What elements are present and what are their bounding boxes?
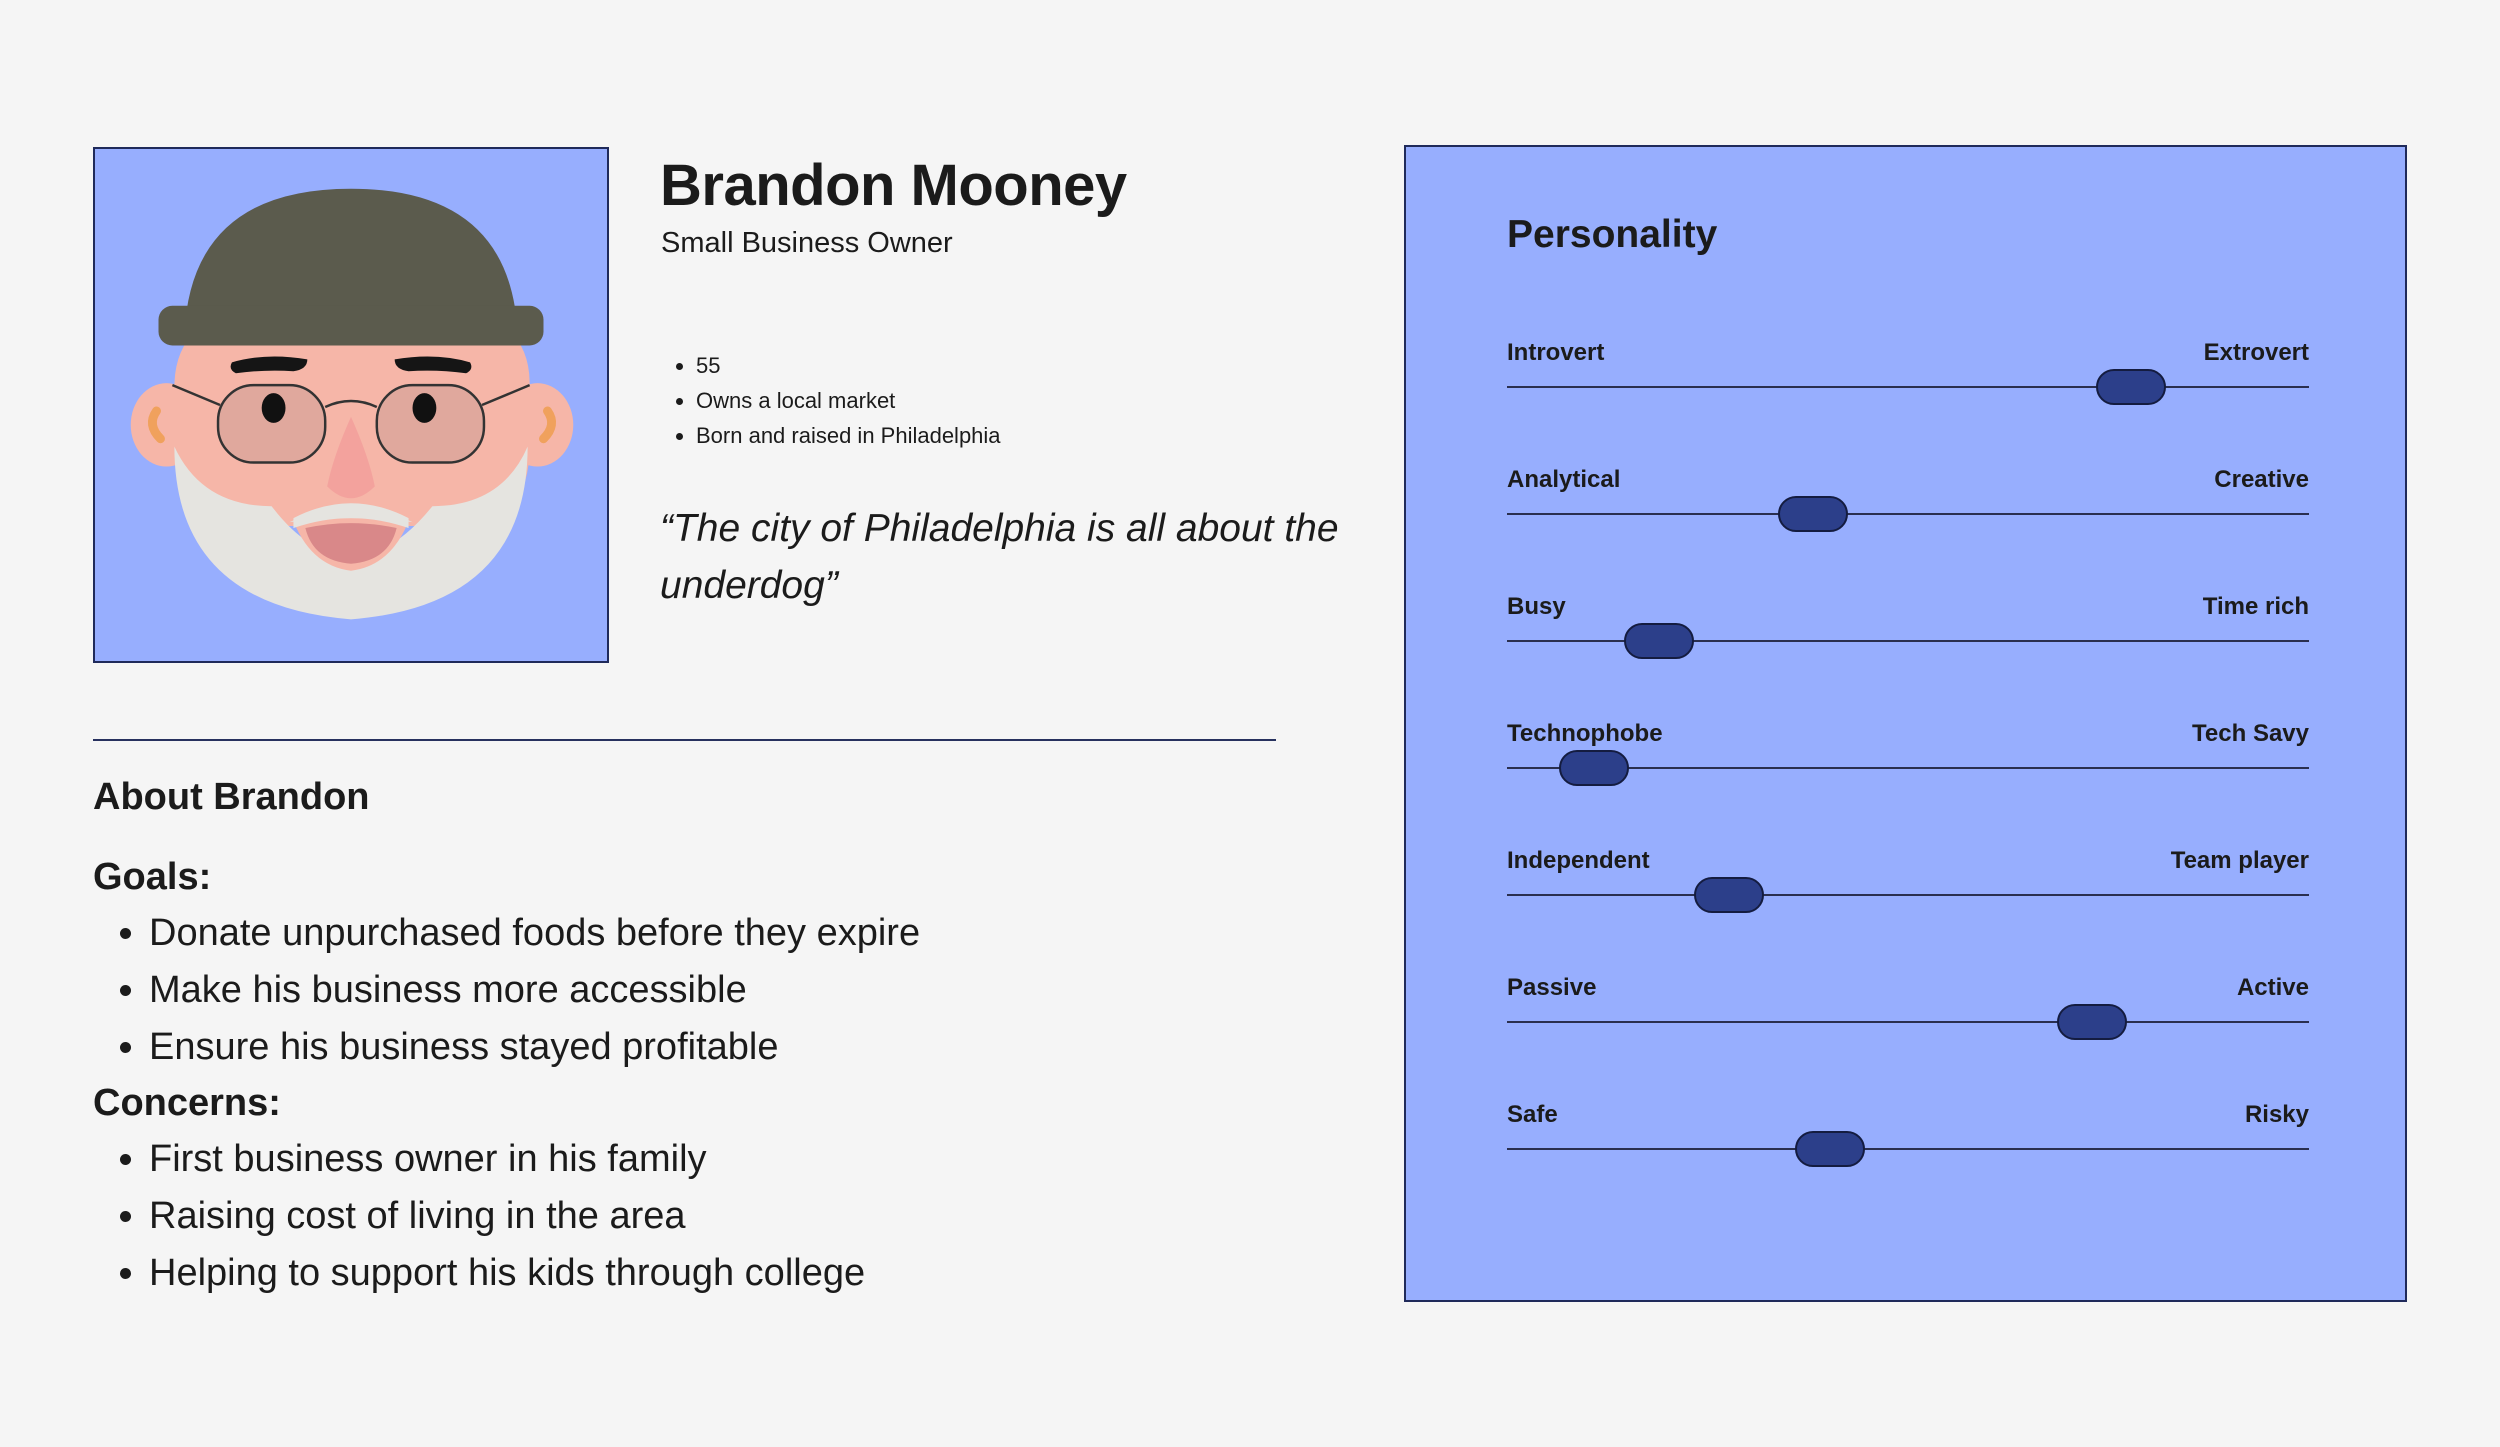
concerns-heading: Concerns: — [93, 1082, 281, 1124]
trait-left-label: Introvert — [1507, 339, 1605, 366]
slider-handle[interactable] — [2095, 369, 2166, 405]
slider-track — [1507, 513, 2309, 515]
slider-handle[interactable] — [1558, 750, 1629, 786]
trait-right-label: Active — [2236, 974, 2309, 1001]
slider-handle[interactable] — [1623, 623, 1694, 659]
fact-item: 55 — [696, 348, 1001, 383]
goal-item: Ensure his business stayed profitable — [149, 1019, 1293, 1076]
goal-item: Make his business more accessible — [149, 962, 1293, 1019]
trait-right-label: Time rich — [2202, 593, 2309, 620]
trait-analytical-creative: Analytical Creative — [1507, 466, 2309, 546]
trait-left-label: Independent — [1507, 847, 1650, 874]
trait-technophobe-techsavy: Technophobe Tech Savy — [1507, 720, 2309, 800]
personality-panel: Personality Introvert Extrovert Analytic… — [1404, 145, 2407, 1302]
avatar — [93, 147, 609, 663]
trait-left-label: Passive — [1507, 974, 1597, 1001]
slider-track — [1507, 1148, 2309, 1150]
slider-handle[interactable] — [1694, 877, 1765, 913]
slider-track — [1507, 386, 2309, 388]
personality-title: Personality — [1507, 213, 1718, 256]
fact-item: Owns a local market — [696, 383, 1001, 418]
goal-item: Donate unpurchased foods before they exp… — [149, 905, 1293, 962]
trait-right-label: Creative — [2214, 466, 2309, 493]
slider-track — [1507, 1021, 2309, 1023]
persona-role: Small Business Owner — [661, 227, 953, 259]
trait-safe-risky: Safe Risky — [1507, 1101, 2309, 1181]
slider-handle[interactable] — [1795, 1131, 1866, 1167]
slider-handle[interactable] — [2056, 1004, 2127, 1040]
trait-right-label: Team player — [2170, 847, 2309, 874]
goals-list: Donate unpurchased foods before they exp… — [93, 905, 1293, 1076]
trait-left-label: Safe — [1507, 1101, 1558, 1128]
about-title: About Brandon — [93, 776, 370, 818]
trait-right-label: Extrovert — [2203, 339, 2309, 366]
trait-independent-teamplayer: Independent Team player — [1507, 847, 2309, 927]
trait-introvert-extrovert: Introvert Extrovert — [1507, 339, 2309, 419]
persona-name: Brandon Mooney — [660, 153, 1127, 218]
slider-track — [1507, 894, 2309, 896]
trait-passive-active: Passive Active — [1507, 974, 2309, 1054]
trait-busy-timerich: Busy Time rich — [1507, 593, 2309, 673]
trait-left-label: Analytical — [1507, 466, 1621, 493]
slider-track — [1507, 767, 2309, 769]
concern-item: First business owner in his family — [149, 1131, 1293, 1188]
trait-right-label: Tech Savy — [2192, 720, 2309, 747]
persona-illustration — [130, 188, 574, 620]
about-section: Goals: Donate unpurchased foods before t… — [93, 850, 1293, 1302]
concern-item: Helping to support his kids through coll… — [149, 1245, 1293, 1302]
persona-quote: “The city of Philadelphia is all about t… — [660, 507, 1339, 607]
trait-right-label: Risky — [2244, 1101, 2309, 1128]
trait-left-label: Technophobe — [1507, 720, 1663, 747]
section-divider — [93, 739, 1276, 741]
slider-track — [1507, 640, 2309, 642]
concerns-list: First business owner in his family Raisi… — [93, 1131, 1293, 1302]
slider-handle[interactable] — [1777, 496, 1848, 532]
concern-item: Raising cost of living in the area — [149, 1188, 1293, 1245]
fact-item: Born and raised in Philadelphia — [696, 418, 1001, 453]
trait-left-label: Busy — [1507, 593, 1566, 620]
goals-heading: Goals: — [93, 856, 212, 898]
persona-facts: 55 Owns a local market Born and raised i… — [660, 348, 1001, 453]
